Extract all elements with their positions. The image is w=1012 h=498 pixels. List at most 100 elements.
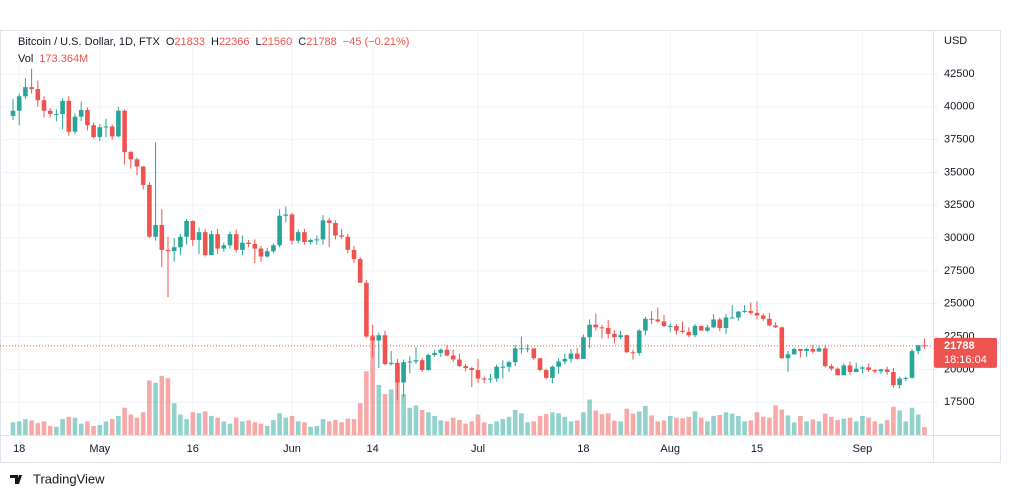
- candle-body: [556, 361, 561, 367]
- volume-bar: [240, 421, 245, 435]
- candle-body: [370, 336, 375, 341]
- volume-bar: [674, 417, 679, 435]
- ohlc-label: C: [298, 36, 306, 48]
- candle-body: [599, 327, 605, 329]
- volume-bar: [432, 415, 437, 435]
- candle-body: [302, 232, 307, 243]
- volume-bar: [450, 417, 456, 435]
- candle-body: [488, 378, 493, 380]
- candle-body: [593, 324, 599, 328]
- candle-body: [209, 234, 214, 256]
- volume-bar: [692, 411, 698, 435]
- volume-bar: [630, 413, 636, 435]
- candle-body: [134, 159, 140, 167]
- volume-bar: [233, 417, 239, 435]
- volume-bar: [364, 371, 369, 435]
- volume-bar: [661, 420, 667, 435]
- volume-bar: [264, 425, 270, 435]
- candle-body: [345, 236, 351, 250]
- volume-bar: [779, 409, 785, 435]
- volume-bar: [736, 415, 741, 435]
- candle-body: [178, 236, 183, 248]
- candle-body: [215, 234, 220, 249]
- candle-body: [252, 243, 258, 249]
- high-value: 22366: [219, 36, 250, 48]
- volume-bar: [481, 422, 487, 435]
- candle-body: [717, 319, 723, 329]
- volume-bar: [184, 419, 189, 435]
- candle-body: [326, 220, 332, 223]
- candle-body: [525, 348, 530, 350]
- volume-bar: [525, 422, 530, 435]
- candle-body: [692, 326, 698, 336]
- volume-bar: [16, 421, 22, 435]
- volume-bar: [810, 419, 816, 435]
- volume-bar: [488, 424, 493, 435]
- volume-bar: [202, 411, 208, 435]
- volume-bar: [574, 420, 580, 435]
- candle-body: [438, 349, 444, 353]
- candle-body: [655, 319, 661, 322]
- volume-bar: [351, 419, 357, 435]
- volume-bar: [23, 419, 28, 435]
- candle-body: [568, 353, 574, 359]
- volume-bar: [66, 416, 72, 435]
- volume-bar: [78, 423, 84, 435]
- volume-bar: [754, 412, 760, 435]
- volume-bar: [426, 412, 431, 435]
- candle-body: [494, 366, 499, 379]
- volume-bar: [519, 413, 524, 435]
- candle-body: [41, 100, 47, 111]
- candle-body: [364, 282, 369, 337]
- candle-body: [612, 333, 617, 338]
- candle-body: [686, 331, 692, 336]
- candle-body: [767, 318, 772, 326]
- candle-body: [419, 360, 425, 371]
- x-tick-label: Aug: [660, 443, 680, 455]
- volume-bar: [370, 335, 375, 435]
- candle-body: [246, 242, 251, 244]
- candle-body: [878, 369, 884, 372]
- volume-bar: [556, 413, 561, 435]
- candle-body: [723, 317, 729, 329]
- candle-body: [897, 378, 902, 386]
- volume-bar: [91, 425, 96, 435]
- volume-bar: [190, 412, 196, 435]
- candle-body: [277, 215, 282, 246]
- candle-body: [636, 330, 642, 353]
- volume-bar: [705, 421, 710, 435]
- volume-bar: [407, 407, 413, 435]
- candle-body: [537, 358, 543, 371]
- candle-body: [382, 335, 388, 365]
- candle-body: [221, 245, 227, 249]
- volume-bar: [401, 394, 406, 435]
- candle-body: [60, 100, 65, 115]
- candle-body: [47, 110, 53, 115]
- volume-bar: [463, 423, 468, 435]
- x-tick-label: 18: [577, 443, 589, 455]
- volume-bar: [841, 418, 847, 435]
- candle-body: [190, 221, 196, 241]
- volume-bar: [72, 417, 78, 435]
- candle-body: [748, 310, 754, 313]
- candle-body: [227, 234, 233, 246]
- candle-body: [909, 350, 915, 378]
- volume-bar: [500, 419, 506, 435]
- candle-body: [810, 349, 816, 352]
- axes: 1750020000225002500027500300003250035000…: [13, 68, 975, 455]
- candle-body: [10, 110, 16, 116]
- candle-body: [289, 214, 295, 241]
- candle-body: [618, 335, 623, 338]
- volume-bar: [419, 410, 425, 435]
- volume-bar: [587, 399, 592, 435]
- volume-bar: [153, 382, 158, 435]
- candle-body: [581, 337, 586, 359]
- volume-bar: [612, 420, 617, 435]
- candle-body: [401, 362, 406, 383]
- candle-body: [853, 368, 859, 372]
- candle-body: [295, 232, 301, 241]
- volume-bar: [326, 421, 332, 435]
- volume-bar: [395, 366, 400, 435]
- volume-bar: [891, 406, 896, 435]
- candle-body: [357, 259, 363, 283]
